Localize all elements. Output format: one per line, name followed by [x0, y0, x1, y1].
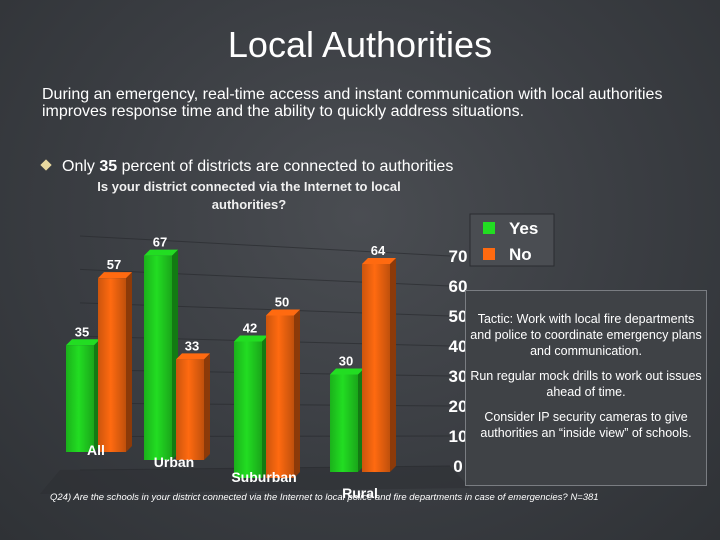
y-tick-label-10: 10 [449, 427, 468, 446]
legend-label-yes: Yes [509, 219, 538, 238]
value-label-yes-suburban: 42 [243, 321, 257, 336]
bar-yes-rural [330, 374, 358, 472]
value-label-no-suburban: 50 [275, 295, 289, 310]
tactic-text-2: Run regular mock drills to work out issu… [470, 369, 702, 399]
bar-top-yes-rural [330, 368, 364, 375]
x-tick-label-suburban: Suburban [231, 469, 296, 485]
chart-floor [40, 466, 470, 494]
x-tick-label-rural: Rural [342, 485, 378, 501]
slide-title: Local Authorities [227, 24, 493, 65]
bar-side-no-urban [204, 353, 210, 460]
bar-side-no-rural [390, 258, 396, 472]
bar-top-yes-urban [144, 249, 178, 256]
bullet-point: Only 35 percent of districts are connect… [40, 158, 454, 176]
bar-yes-suburban [234, 341, 262, 478]
legend-swatch-yes [483, 222, 495, 234]
bullet-number: 35 [99, 158, 118, 175]
bar-no-suburban [266, 315, 294, 478]
footnote: Q24) Are the schools in your district co… [50, 492, 599, 503]
value-label-no-all: 57 [107, 257, 121, 272]
legend-swatch-no [483, 248, 495, 260]
value-label-no-rural: 64 [371, 243, 386, 258]
bar-side-no-suburban [294, 309, 300, 478]
bullet-suffix: percent of districts are connected to au… [117, 158, 454, 175]
y-tick-label-40: 40 [449, 337, 468, 356]
bar-top-no-rural [362, 258, 396, 264]
x-tick-label-urban: Urban [154, 454, 194, 470]
bar-no-urban [176, 359, 204, 460]
value-label-no-urban: 33 [185, 338, 199, 353]
y-tick-label-0: 0 [453, 457, 462, 476]
gridline-70 [79, 235, 451, 257]
intro-paragraph: During an emergency, real-time access an… [42, 86, 663, 120]
bar-yes-all [66, 345, 94, 452]
value-label-yes-urban: 67 [153, 235, 167, 250]
y-tick-label-50: 50 [449, 307, 468, 326]
bar-top-no-urban [176, 353, 210, 360]
tactic-text-3: Consider IP security cameras to give aut… [480, 410, 692, 440]
bar-top-no-suburban [266, 309, 300, 316]
y-tick-label-30: 30 [449, 367, 468, 386]
bullet-prefix: Only [62, 158, 100, 175]
legend-label-no: No [509, 245, 532, 264]
bar-no-rural [362, 264, 390, 472]
bar-no-all [98, 278, 126, 452]
bar-top-yes-all [66, 339, 100, 346]
x-tick-label-all: All [87, 442, 105, 458]
tactic-box: Tactic: Work with local fire departments… [465, 290, 707, 486]
bar-top-no-all [98, 272, 132, 279]
y-tick-label-20: 20 [449, 397, 468, 416]
bar-side-no-all [126, 272, 132, 452]
chart-title: Is your district connected via the Inter… [97, 179, 401, 212]
y-tick-label-60: 60 [449, 277, 468, 296]
value-label-yes-rural: 30 [339, 354, 353, 369]
value-label-yes-all: 35 [75, 324, 89, 339]
tactic-text-1: Tactic: Work with local fire departments… [470, 312, 702, 358]
bar-top-yes-suburban [234, 335, 268, 342]
y-tick-label-70: 70 [449, 247, 468, 266]
bar-yes-urban [144, 255, 172, 460]
